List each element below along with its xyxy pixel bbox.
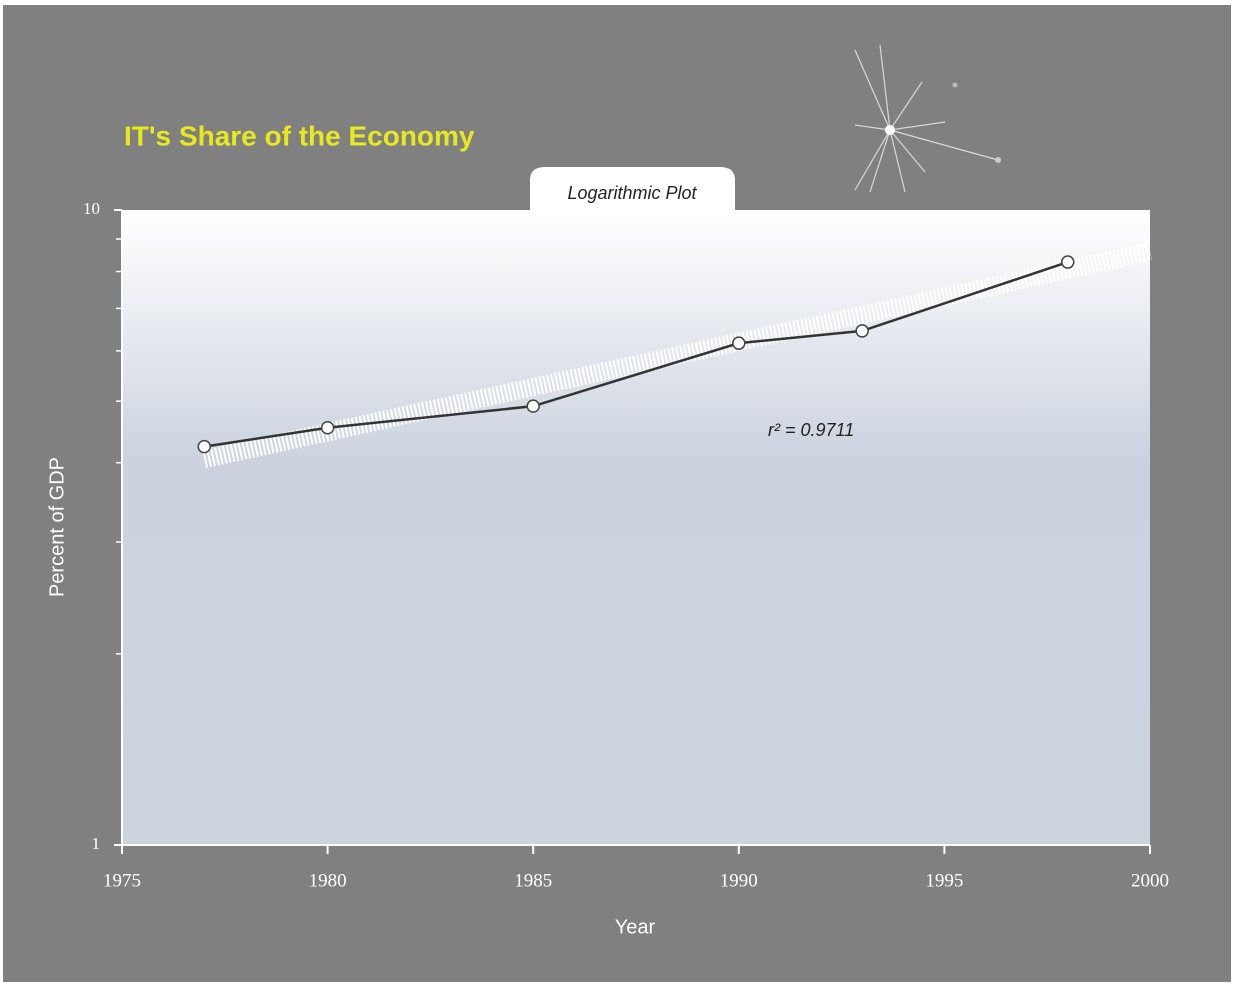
x-axis-label: Year (615, 916, 656, 938)
plot-area (122, 210, 1150, 845)
data-point (1061, 255, 1075, 269)
annotation: r² = 0.9711 (768, 420, 854, 440)
data-point (526, 399, 540, 413)
x-tick-label: 2000 (1131, 870, 1169, 891)
subtitle-tab (530, 167, 735, 210)
y-tick-label: 1 (92, 834, 101, 853)
data-point (197, 439, 211, 454)
decoration (854, 44, 1001, 193)
data-point (320, 421, 335, 435)
subtitle: Logarithmic Plot (567, 183, 697, 203)
data-point (855, 324, 869, 338)
y-axis-label: Percent of GDP (46, 457, 68, 597)
series-line (204, 260, 1069, 448)
data-point (732, 336, 746, 350)
x-tick-label: 1995 (925, 870, 963, 891)
x-tick-label: 1990 (720, 870, 758, 891)
x-tick-label: 1975 (103, 870, 141, 891)
chart-title: IT's Share of the Economy (124, 120, 475, 151)
y-tick-label: 10 (83, 199, 100, 218)
x-tick-label: 1980 (309, 870, 347, 891)
x-tick-label: 1985 (514, 870, 552, 891)
